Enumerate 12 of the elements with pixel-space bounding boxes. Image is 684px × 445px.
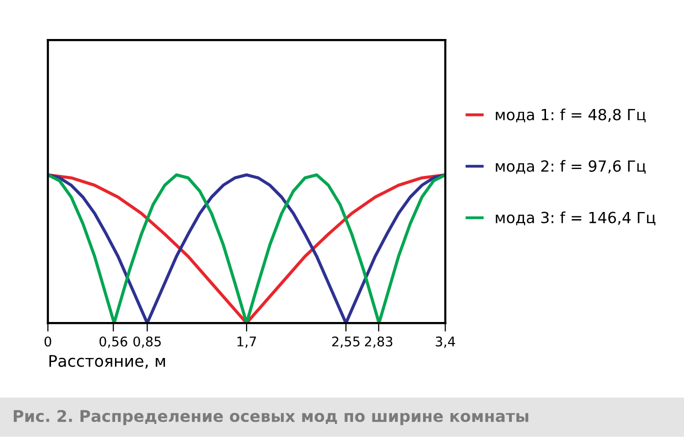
x-tick-label: 2,83: [364, 336, 392, 348]
legend-label: мода 2: f = 97,6 Гц: [496, 160, 646, 174]
x-tick-label: 0,56: [100, 336, 128, 348]
x-tick-label: 0: [44, 336, 52, 346]
x-axis-title: Расстояние, м: [49, 355, 165, 369]
x-tick-label: 1,7: [238, 336, 256, 348]
text: Рис. 2. Распределение осевых мод по ширине комнаты: [14, 410, 528, 426]
x-tick-label: 3,4: [436, 336, 456, 348]
legend-label: мода 1: f = 48,8 Гц: [496, 108, 646, 122]
x-tick-label: 2,55: [332, 336, 360, 348]
legend-label: мода 3: f = 146,4 Гц: [496, 211, 656, 226]
x-tick-label: 0,85: [133, 336, 161, 348]
